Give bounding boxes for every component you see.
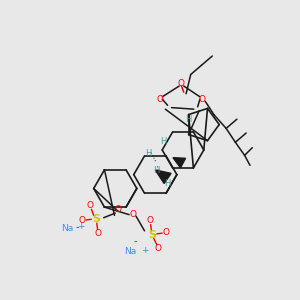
Text: +: +	[77, 223, 84, 232]
Polygon shape	[173, 158, 186, 168]
Text: O: O	[115, 205, 122, 214]
Text: O: O	[199, 94, 206, 103]
Text: -: -	[134, 236, 137, 246]
Text: S: S	[148, 230, 156, 240]
Text: O: O	[178, 79, 185, 88]
Text: O: O	[146, 216, 153, 225]
Text: H: H	[145, 148, 152, 158]
Text: H: H	[160, 137, 167, 146]
Text: S: S	[92, 214, 100, 224]
Text: O: O	[156, 94, 164, 103]
Text: O: O	[163, 228, 170, 237]
Text: H: H	[153, 166, 159, 175]
Text: O: O	[155, 244, 162, 253]
Text: O: O	[95, 229, 102, 238]
Text: Na: Na	[124, 247, 137, 256]
Text: -: -	[76, 222, 79, 232]
Text: H: H	[164, 179, 171, 188]
Text: +: +	[141, 246, 148, 255]
Polygon shape	[155, 170, 171, 184]
Text: O: O	[86, 201, 93, 210]
Text: Na: Na	[61, 224, 74, 233]
Text: O: O	[130, 210, 136, 219]
Text: H: H	[185, 115, 192, 124]
Text: O: O	[79, 216, 86, 225]
